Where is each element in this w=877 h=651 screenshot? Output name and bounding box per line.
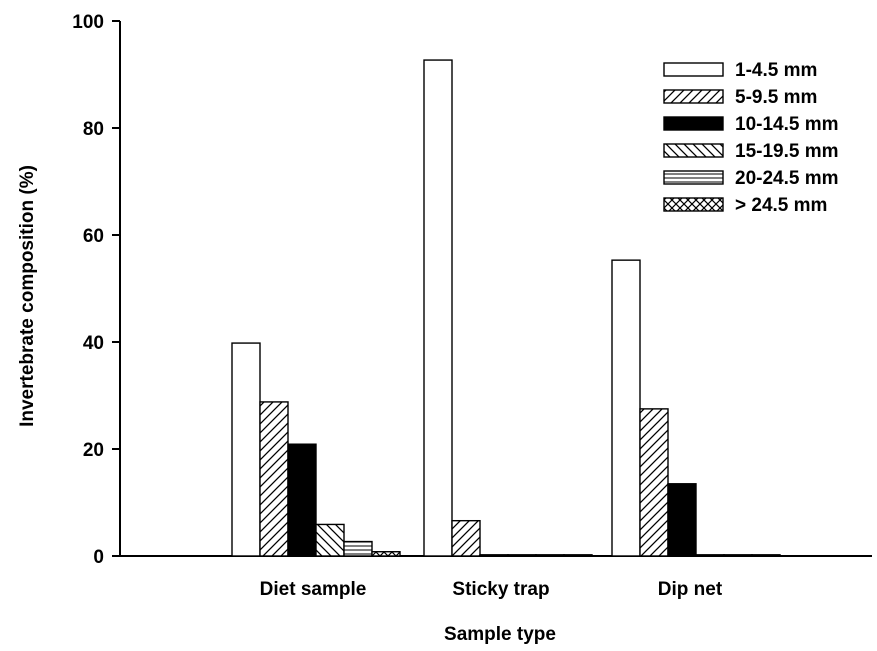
bar-2-2 xyxy=(451,519,481,557)
bar-3-1 xyxy=(611,259,641,557)
bar-3-3 xyxy=(667,483,697,557)
bar-1-6 xyxy=(371,551,401,557)
legend-label: 5-9.5 mm xyxy=(735,87,817,108)
bar-3-4 xyxy=(695,554,725,557)
legend-label: 10-14.5 mm xyxy=(735,114,839,135)
y-ticks: 0 20 40 60 80 100 xyxy=(72,12,120,568)
y-tick-label: 40 xyxy=(83,333,104,354)
legend-label: 1-4.5 mm xyxy=(735,60,817,81)
legend: 1-4.5 mm 5-9.5 mm 10-14.5 mm 15-19.5 mm 20-2… xyxy=(663,60,839,216)
legend-label: 15-19.5 mm xyxy=(735,141,839,162)
bar-2-5 xyxy=(535,554,565,557)
bar-3-6 xyxy=(751,554,781,557)
x-tick-label: Dip net xyxy=(658,579,723,600)
legend-swatch xyxy=(663,62,724,77)
bar-2-6 xyxy=(563,554,593,557)
x-axis-title: Sample type xyxy=(444,624,556,645)
legend-label: 20-24.5 mm xyxy=(735,168,839,189)
bar-1-4 xyxy=(315,523,345,557)
y-tick-label: 100 xyxy=(72,12,104,33)
bar-1-5 xyxy=(343,540,373,557)
bar-1-3 xyxy=(287,443,317,557)
bar-2-3 xyxy=(479,554,509,557)
y-tick-label: 60 xyxy=(83,226,104,247)
bar-3-5 xyxy=(723,554,753,557)
legend-swatch xyxy=(663,143,724,158)
bars xyxy=(231,59,781,557)
legend-swatch xyxy=(663,197,724,212)
x-tick-label: Diet sample xyxy=(260,579,367,600)
legend-swatch xyxy=(663,170,724,185)
bar-1-2 xyxy=(259,401,289,557)
bar-2-4 xyxy=(507,554,537,557)
x-tick-labels: Diet sample Sticky trap Dip net xyxy=(260,579,723,600)
y-tick-label: 20 xyxy=(83,440,104,461)
y-axis-title: Invertebrate composition (%) xyxy=(17,165,38,427)
y-tick-label: 80 xyxy=(83,119,104,140)
legend-label: > 24.5 mm xyxy=(735,195,827,216)
y-tick-label: 0 xyxy=(93,547,104,568)
x-tick-label: Sticky trap xyxy=(452,579,549,600)
legend-swatch xyxy=(663,116,724,131)
legend-swatch xyxy=(663,89,724,104)
bar-1-1 xyxy=(231,342,261,557)
bar-3-2 xyxy=(639,408,669,557)
bar-2-1 xyxy=(423,59,453,557)
